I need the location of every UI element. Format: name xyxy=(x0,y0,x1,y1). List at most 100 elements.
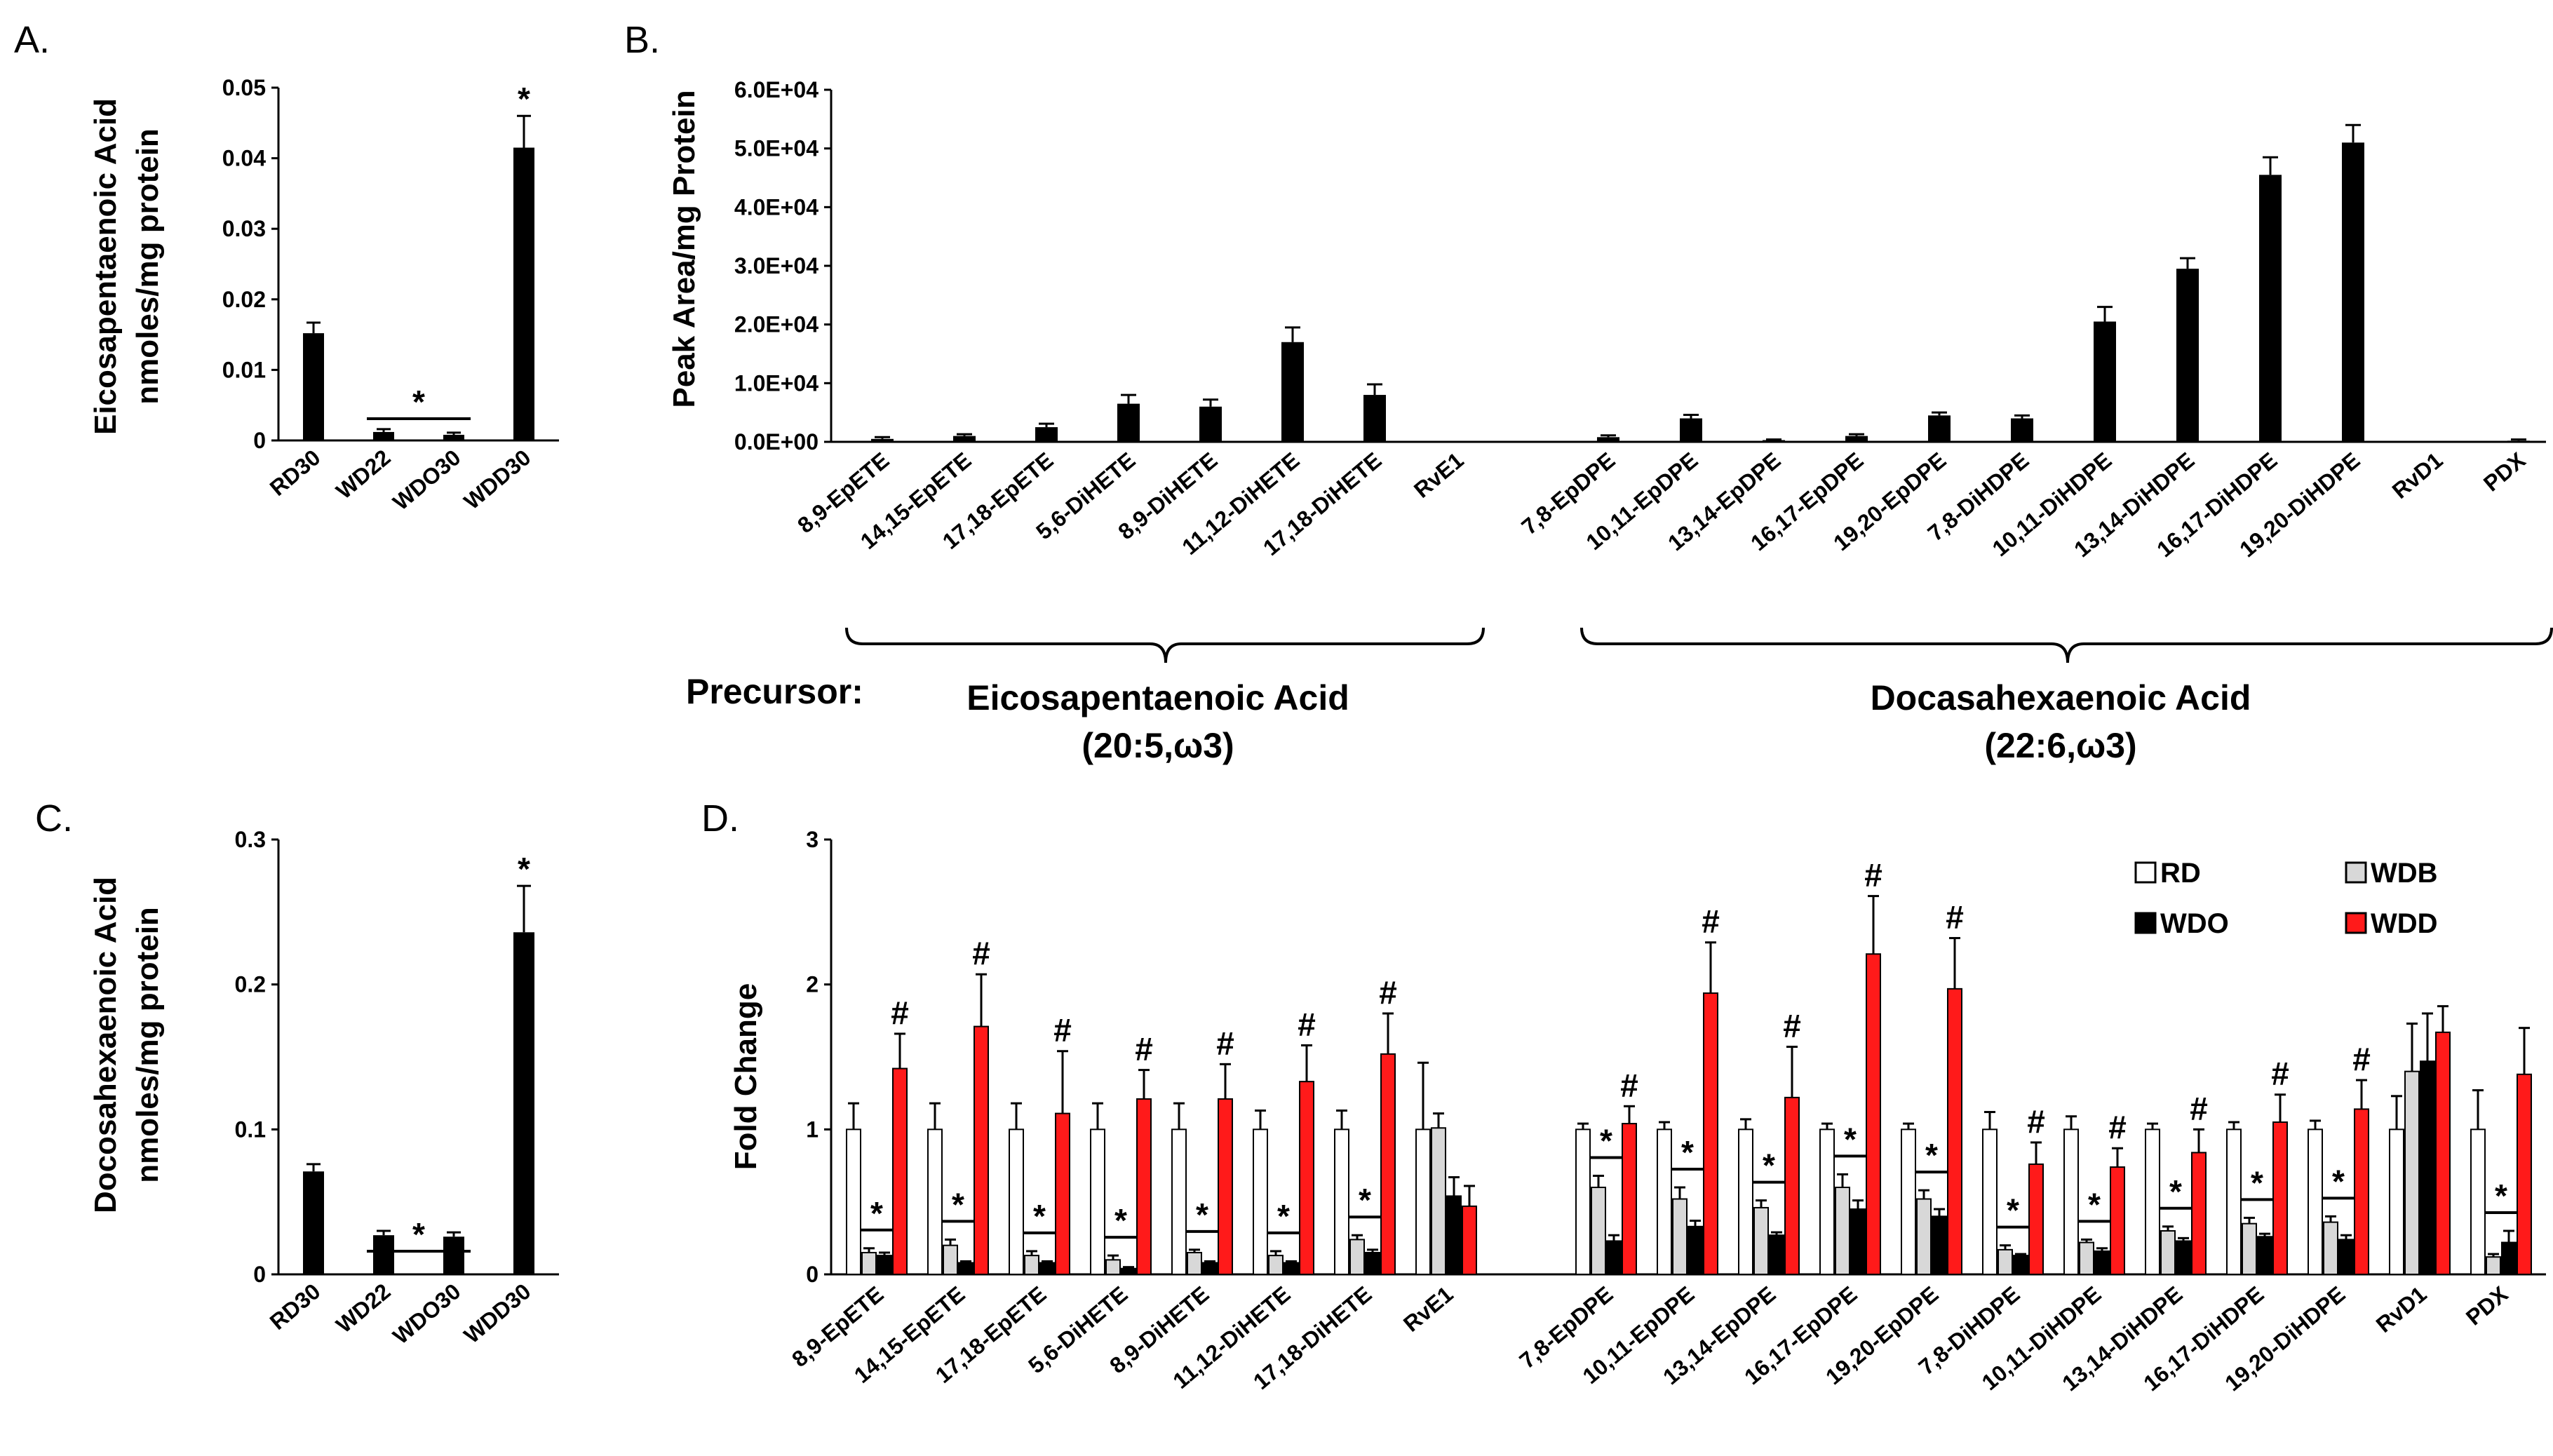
bar-wdo-rvd1 xyxy=(2420,1060,2435,1275)
bar-wdb-rvd1 xyxy=(2404,1070,2420,1275)
precursor-label: Precursor: xyxy=(686,672,863,711)
bar-rd-19-20-dihdpe xyxy=(2308,1128,2323,1276)
significance-hash: # xyxy=(2108,1109,2127,1145)
bar-rd-16-17-epdpe xyxy=(1819,1128,1835,1276)
panel-label-c: C. xyxy=(35,797,73,840)
significance-star: * xyxy=(1277,1198,1290,1234)
bar-wdo-17-18-epete xyxy=(1039,1262,1055,1276)
bar-rd-7-8-epdpe xyxy=(1575,1128,1591,1276)
bar-16-17-epdpe xyxy=(1845,436,1868,442)
significance-star: * xyxy=(2088,1186,2101,1222)
bar-wdb-5-6-dihete xyxy=(1105,1259,1121,1276)
bar-wdd-rve1 xyxy=(1462,1205,1477,1276)
bar-wdo-13-14-dihdpe xyxy=(2176,1240,2191,1276)
bar-rd-16-17-dihdpe xyxy=(2226,1128,2242,1276)
bar-wdb-10-11-dihdpe xyxy=(2079,1241,2094,1275)
significance-star: * xyxy=(952,1186,964,1222)
significance-star: * xyxy=(1033,1198,1046,1234)
bar-13-14-dihdpe xyxy=(2176,269,2199,442)
significance-star: * xyxy=(2495,1178,2507,1214)
bar-wdo-11-12-dihete xyxy=(1284,1262,1299,1276)
legend-label-wdd: WDD xyxy=(2371,908,2438,939)
bar-rd-13-14-dihdpe xyxy=(2145,1128,2160,1276)
bar-wdo30 xyxy=(443,434,464,440)
bar-17-18-epete xyxy=(1035,427,1058,442)
significance-star: * xyxy=(518,81,530,117)
bar-wdb-8-9-epete xyxy=(861,1252,877,1275)
bar-wdb-11-12-dihete xyxy=(1268,1255,1284,1275)
bar-wdd-10-11-epdpe xyxy=(1703,992,1718,1275)
bar-rd-7-8-dihdpe xyxy=(1982,1128,1998,1276)
significance-hash: # xyxy=(1783,1008,1801,1044)
bar-wdo-10-11-dihdpe xyxy=(2094,1250,2110,1276)
significance-star: * xyxy=(1114,1202,1127,1239)
significance-hash: # xyxy=(1946,899,1964,936)
bar-rd-10-11-epdpe xyxy=(1657,1128,1672,1276)
x-tick-label-wd22: WD22 xyxy=(331,1279,395,1338)
significance-star: * xyxy=(1600,1122,1612,1159)
bar-wdo-14-15-epete xyxy=(958,1262,974,1276)
bar-wdd30 xyxy=(513,932,534,1274)
bar-wdd-10-11-dihdpe xyxy=(2110,1166,2125,1275)
y-tick-label: 4.0E+04 xyxy=(734,194,819,220)
bar-wdb-7-8-dihdpe xyxy=(1998,1248,2013,1276)
y-tick-label: 0 xyxy=(806,1262,819,1287)
bar-wdb-7-8-epdpe xyxy=(1591,1187,1606,1275)
panel-label-d: D. xyxy=(701,797,739,840)
significance-star: * xyxy=(1844,1121,1857,1157)
bar-wdb-19-20-dihdpe xyxy=(2323,1221,2338,1275)
epa-precursor-name: Eicosapentaenoic Acid xyxy=(966,678,1349,717)
bar-19-20-epdpe xyxy=(1928,415,1951,442)
bar-wdd-7-8-epdpe xyxy=(1622,1123,1637,1275)
chart-a-ylabel-line2: nmoles/mg protein xyxy=(130,128,165,405)
chart-c-ylabel-line2: nmoles/mg protein xyxy=(130,907,165,1183)
significance-star: * xyxy=(1196,1197,1208,1233)
bar-wdd-13-14-dihdpe xyxy=(2191,1152,2207,1276)
x-tick-label-rve1: RvE1 xyxy=(1399,1281,1457,1337)
significance-hash: # xyxy=(972,935,990,971)
y-tick-label: 0 xyxy=(253,428,266,453)
chart-c-ylabel-line1: Docosahexaenoic Acid xyxy=(88,877,123,1213)
bar-wdb-16-17-dihdpe xyxy=(2242,1222,2257,1275)
bar-wdd-19-20-dihdpe xyxy=(2354,1108,2369,1276)
y-tick-label: 0.03 xyxy=(222,216,266,241)
significance-star: * xyxy=(1925,1137,1938,1173)
bar-wdo-7-8-dihdpe xyxy=(2013,1255,2028,1275)
y-tick-label: 3.0E+04 xyxy=(734,253,819,278)
bar-wdd-rvd1 xyxy=(2435,1031,2451,1276)
bar-wdb-14-15-epete xyxy=(943,1244,958,1275)
x-tick-label-wdo30: WDO30 xyxy=(388,1279,465,1349)
bar-13-14-epdpe xyxy=(1763,440,1785,442)
bar-wdo-pdx xyxy=(2501,1241,2517,1275)
bar-wdb-17-18-dihete xyxy=(1349,1239,1365,1276)
legend-swatch-wdb xyxy=(2345,861,2367,884)
legend-label-wdb: WDB xyxy=(2371,858,2438,889)
significance-hash: # xyxy=(2027,1103,2045,1140)
significance-hash: # xyxy=(1702,903,1720,940)
bar-rd-8-9-epete xyxy=(846,1128,861,1276)
significance-star: * xyxy=(1359,1182,1371,1218)
bar-rd-14-15-epete xyxy=(927,1128,943,1276)
bar-wdo-19-20-dihdpe xyxy=(2338,1239,2354,1276)
significance-hash: # xyxy=(1135,1031,1153,1067)
bar-wdd-8-9-dihete xyxy=(1218,1098,1233,1276)
bar-8-9-epete xyxy=(871,438,894,442)
chart-b-ylabel: Peak Area/mg Protein xyxy=(667,90,701,407)
bar-wdb-16-17-epdpe xyxy=(1835,1187,1850,1275)
x-tick-label-rvd1: RvD1 xyxy=(2371,1281,2432,1337)
y-tick-label: 0.1 xyxy=(235,1117,266,1142)
bar-17-18-dihete xyxy=(1363,395,1386,442)
bar-wdd-13-14-epdpe xyxy=(1784,1096,1800,1276)
bar-rd-rvd1 xyxy=(2389,1128,2404,1276)
bar-rd-11-12-dihete xyxy=(1253,1128,1268,1276)
x-tick-label-rve1: RvE1 xyxy=(1409,447,1468,503)
dha-group-brace xyxy=(1580,627,2553,663)
epa-group-brace xyxy=(845,627,1485,663)
y-tick-label: 0.05 xyxy=(222,75,266,100)
significance-star: * xyxy=(2169,1173,2182,1210)
significance-hash: # xyxy=(1298,1006,1316,1042)
x-tick-label-wdd30: WDD30 xyxy=(459,1279,536,1349)
significance-star: * xyxy=(2332,1163,2345,1199)
